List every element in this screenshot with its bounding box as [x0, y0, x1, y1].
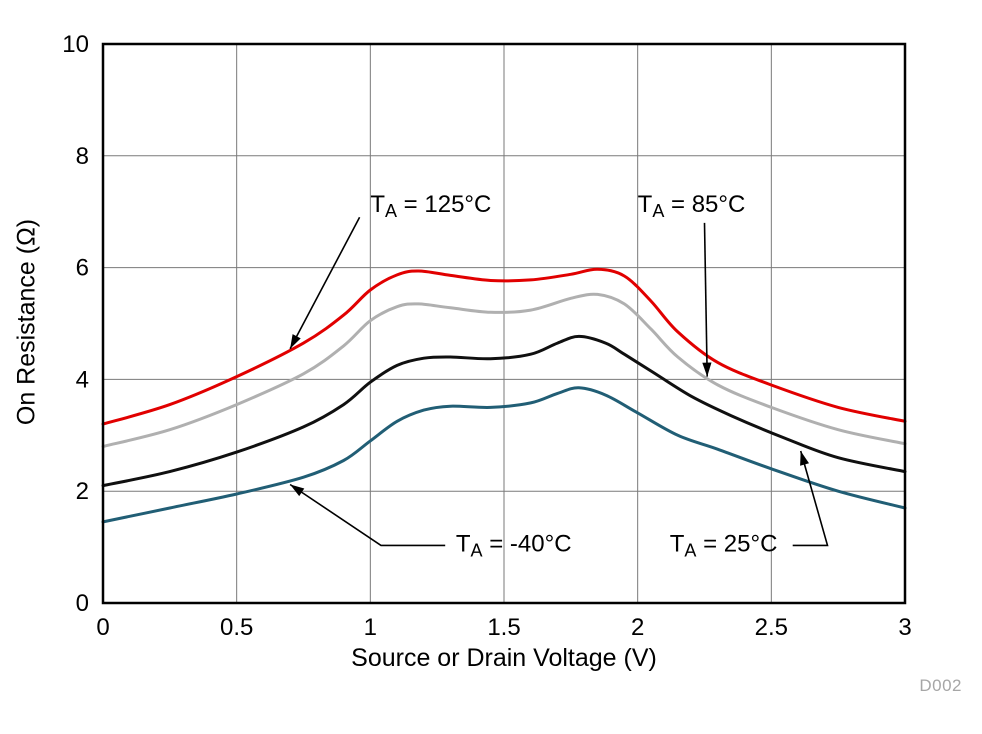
- y-tick-label: 2: [76, 478, 89, 505]
- x-tick-label: 3: [898, 614, 911, 641]
- y-tick-label: 6: [76, 255, 89, 282]
- x-tick-label: 2: [631, 614, 644, 641]
- series-curve-125c: [101, 267, 907, 426]
- watermark: D002: [919, 676, 962, 695]
- annotation-label-125c: TA = 125°C: [370, 191, 491, 220]
- series-curve-minus40c: [101, 386, 907, 524]
- annotation-arrowhead-85c: [702, 362, 712, 377]
- annotation-label-25c: TA = 25°C: [670, 531, 778, 560]
- annotation-label-85c: TA = 85°C: [638, 191, 746, 220]
- annotation-arrow-25c: [792, 450, 829, 547]
- y-tick-label: 8: [76, 143, 89, 170]
- x-tick-label: 2.5: [755, 614, 788, 641]
- y-axis-title: On Resistance (Ω): [12, 218, 41, 426]
- annotation-arrowhead-25c: [800, 451, 809, 466]
- annotation-arrowhead-125c: [290, 334, 301, 349]
- annotation-arrow-minus40c: [289, 483, 446, 547]
- annotation-label-minus40c: TA = -40°C: [456, 531, 572, 560]
- x-tick-label: 0.5: [220, 614, 253, 641]
- annotation-arrow-125c: [289, 216, 361, 350]
- x-axis-title: Source or Drain Voltage (V): [351, 644, 657, 672]
- series-curve-85c: [101, 292, 907, 448]
- series-curve-25c: [101, 334, 907, 488]
- annotation-arrowhead-minus40c: [290, 484, 305, 497]
- y-tick-label: 10: [62, 31, 89, 58]
- x-tick-label: 0: [96, 614, 109, 641]
- y-tick-label: 4: [76, 366, 89, 393]
- y-tick-label: 0: [76, 590, 89, 617]
- x-tick-label: 1: [364, 614, 377, 641]
- annotation-arrow-85c: [703, 222, 708, 377]
- x-tick-label: 1.5: [487, 614, 520, 641]
- plot-frame: [101, 42, 907, 605]
